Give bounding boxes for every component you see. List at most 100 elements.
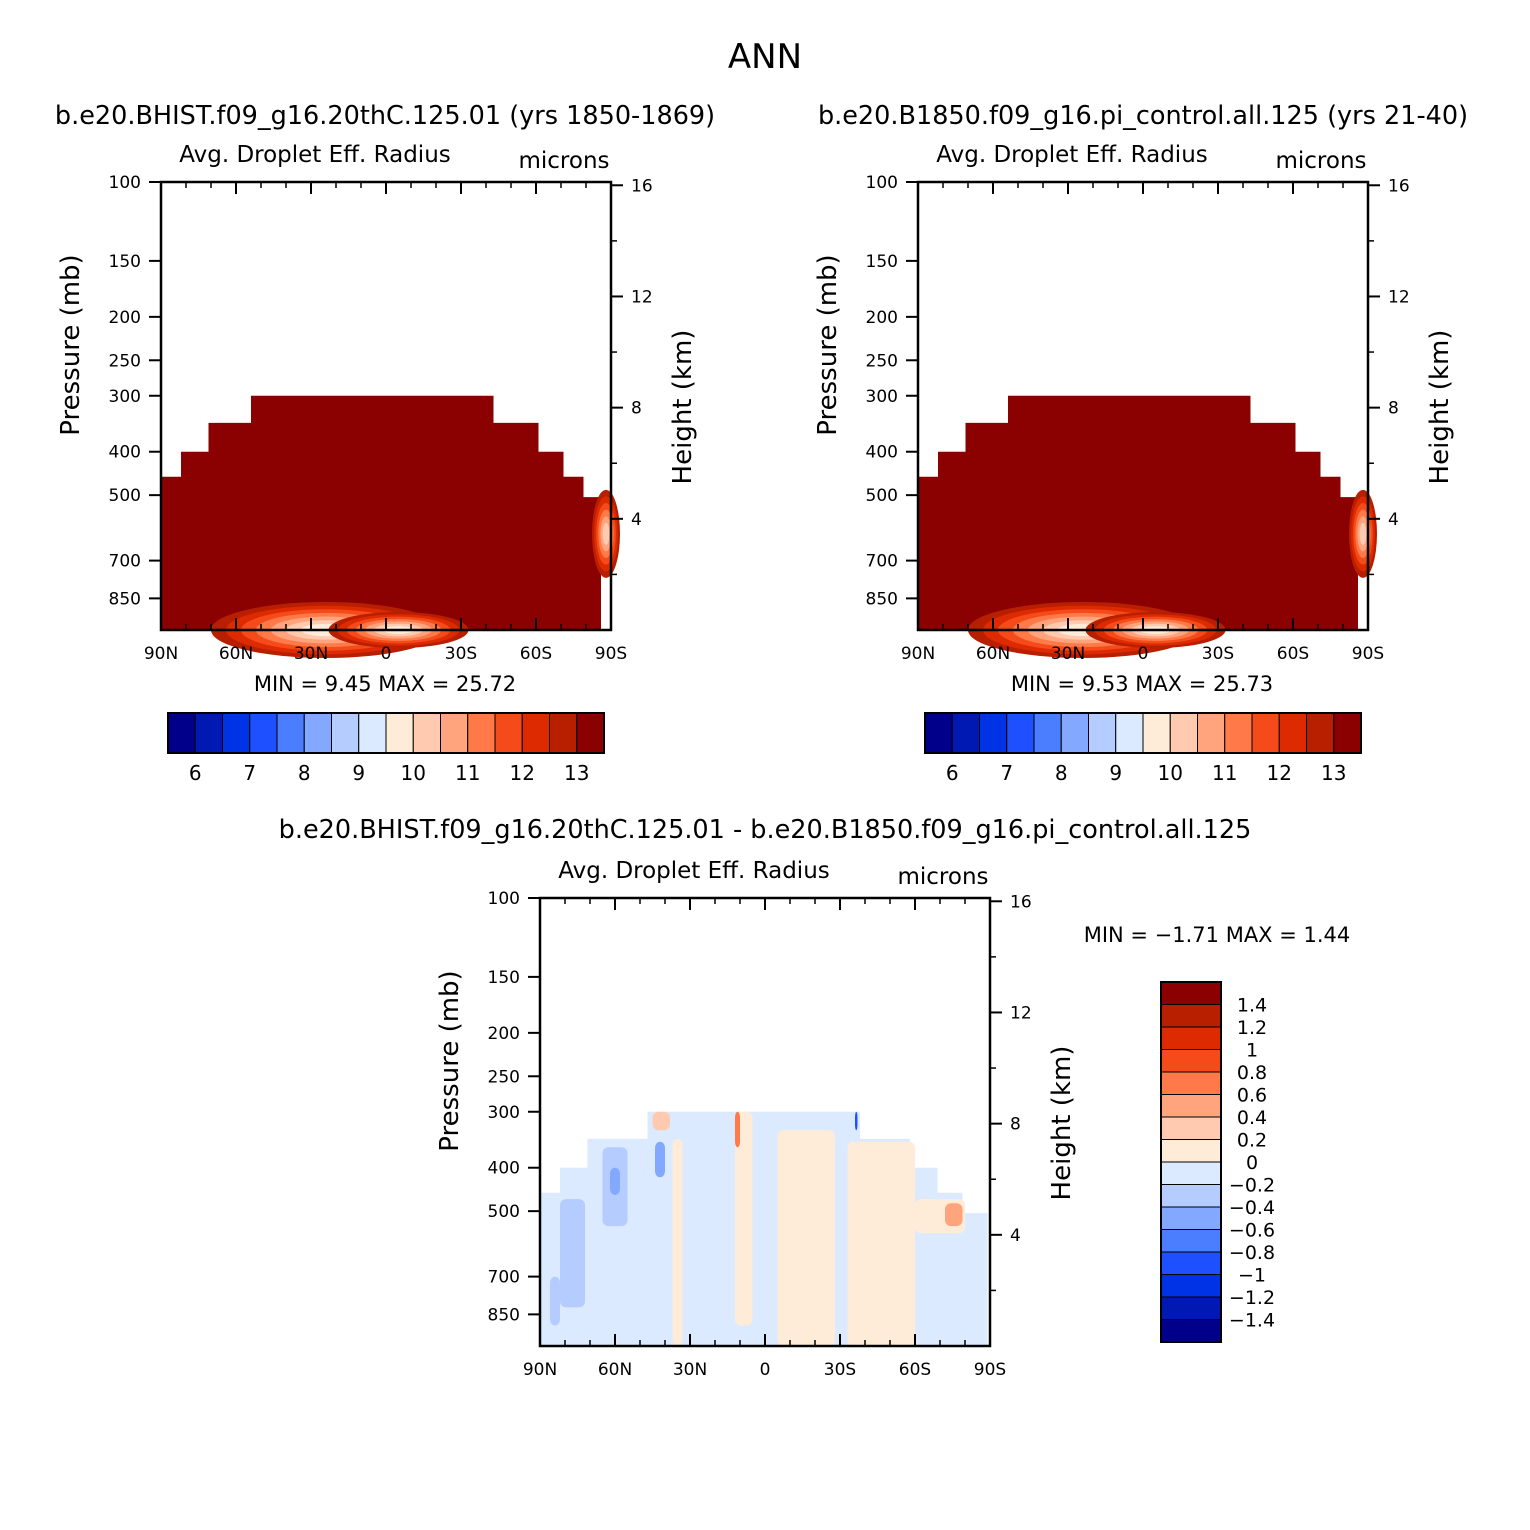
y-tick-label: 150 [866, 252, 898, 272]
colorbar-box [358, 712, 387, 754]
panel-title: Avg. Droplet Eff. Radius [936, 142, 1208, 168]
y-tick-label: 150 [109, 252, 141, 272]
panel-units: microns [897, 864, 988, 890]
y-tick-label: 300 [866, 387, 898, 407]
colorbar-box [576, 712, 605, 754]
y-tick-label: 250 [488, 1067, 520, 1087]
colorbar-box [276, 712, 305, 754]
y-tick-label: 500 [109, 486, 141, 506]
colorbar-label: 11 [1212, 761, 1237, 785]
height-tick-label: 16 [631, 176, 653, 196]
colorbar-label: −1 [1238, 1265, 1266, 1287]
panel-title: Avg. Droplet Eff. Radius [558, 858, 830, 884]
y-tick-label: 100 [866, 173, 898, 193]
height-tick-label: 16 [1010, 892, 1032, 912]
y-tick-label: 150 [488, 968, 520, 988]
colorbar-box [1160, 1274, 1222, 1298]
panel-bhist: Avg. Droplet Eff. Radius microns 90N 60N 30N… [56, 142, 698, 785]
y-axis-label: Pressure (mb) [56, 254, 86, 435]
colorbar-box [412, 712, 441, 754]
colorbar-box [494, 712, 523, 754]
colorbar-box [1169, 712, 1198, 754]
colorbar-label: 10 [1158, 761, 1183, 785]
colorbar-label: 1.2 [1237, 1017, 1267, 1039]
colorbar-frame [167, 712, 605, 754]
y-tick-label: 850 [109, 589, 141, 609]
height-tick-label: 16 [1388, 176, 1410, 196]
anomaly-patch [735, 1111, 740, 1148]
colorbar-box [1006, 712, 1035, 754]
anomaly-patch [655, 1141, 665, 1178]
y-tick-label: 400 [488, 1159, 520, 1179]
anomaly-patch [855, 1111, 858, 1131]
x-tick-label: 90N [523, 1360, 557, 1380]
colorbar-label: 8 [1055, 761, 1068, 785]
x-tick-label: 90S [595, 644, 627, 664]
height-tick-label: 12 [1388, 287, 1410, 307]
anomaly-patch [945, 1203, 963, 1227]
colorbar-box [521, 712, 550, 754]
colorbar-box [1160, 1116, 1222, 1140]
colorbar-label: 0 [1246, 1152, 1258, 1174]
colorbar-box [249, 712, 278, 754]
colorbar-label: 9 [352, 761, 365, 785]
x-tick-label: 90N [901, 644, 935, 664]
colorbar-box [1142, 712, 1171, 754]
height-tick-label: 12 [1010, 1003, 1032, 1023]
x-tick-label: 30N [294, 644, 328, 664]
x-tick-label: 30S [824, 1360, 856, 1380]
cloud-field [918, 395, 1358, 630]
colorbar-label: −0.4 [1229, 1197, 1275, 1219]
height-axis-label: Height (km) [1425, 330, 1455, 485]
colorbar-box [1160, 1026, 1222, 1050]
colorbar-label: −0.8 [1229, 1242, 1275, 1264]
colorbar-box [440, 712, 469, 754]
panel-b1850: Avg. Droplet Eff. Radius microns 90N 60N 30N… [813, 142, 1455, 785]
anomaly-patch [672, 1138, 683, 1346]
x-tick-label: 60N [219, 644, 253, 664]
colorbar-frame [924, 712, 1362, 754]
colorbar-label: 12 [510, 761, 535, 785]
x-tick-label: 60S [1277, 644, 1309, 664]
warm-anomaly-band [1359, 522, 1367, 545]
colorbar-label: 0.2 [1237, 1130, 1267, 1152]
x-tick-label: 0 [760, 1360, 771, 1380]
x-tick-label: 0 [1138, 644, 1149, 664]
colorbar-label: 12 [1267, 761, 1292, 785]
caption-bottom: b.e20.BHIST.f09_g16.20thC.125.01 - b.e20… [279, 815, 1252, 845]
panel-units: microns [518, 148, 609, 174]
colorbar-box [1088, 712, 1117, 754]
colorbar-label: −0.2 [1229, 1175, 1275, 1197]
warm-anomaly-band [602, 522, 610, 545]
x-tick-label: 90N [144, 644, 178, 664]
y-tick-label: 500 [866, 486, 898, 506]
colorbar-box [1160, 1229, 1222, 1253]
anomaly-patch [777, 1130, 835, 1346]
colorbar-box [1197, 712, 1226, 754]
colorbar-label: 7 [1000, 761, 1013, 785]
x-tick-label: 60N [598, 1360, 632, 1380]
colorbar-label: 9 [1109, 761, 1122, 785]
y-tick-label: 300 [109, 387, 141, 407]
x-tick-label: 90S [974, 1360, 1006, 1380]
y-tick-label: 200 [109, 308, 141, 328]
colorbar-box [924, 712, 953, 754]
colorbar-box [303, 712, 332, 754]
y-axis-label: Pressure (mb) [813, 254, 843, 435]
panel-units: microns [1275, 148, 1366, 174]
y-tick-label: 700 [866, 552, 898, 572]
colorbar-box [1160, 1251, 1222, 1275]
y-tick-label: 400 [866, 443, 898, 463]
colorbar-box [1160, 1319, 1222, 1343]
cloud-field [161, 395, 601, 630]
height-tick-label: 8 [1388, 399, 1399, 419]
colorbar-label: 6 [946, 761, 959, 785]
y-tick-label: 700 [488, 1268, 520, 1288]
y-tick-label: 250 [866, 351, 898, 371]
colorbar-box [222, 712, 251, 754]
colorbar-box [1160, 1004, 1222, 1028]
colorbar-frame [1160, 981, 1222, 1343]
x-tick-label: 30N [673, 1360, 707, 1380]
colorbar-box [1160, 1161, 1222, 1185]
